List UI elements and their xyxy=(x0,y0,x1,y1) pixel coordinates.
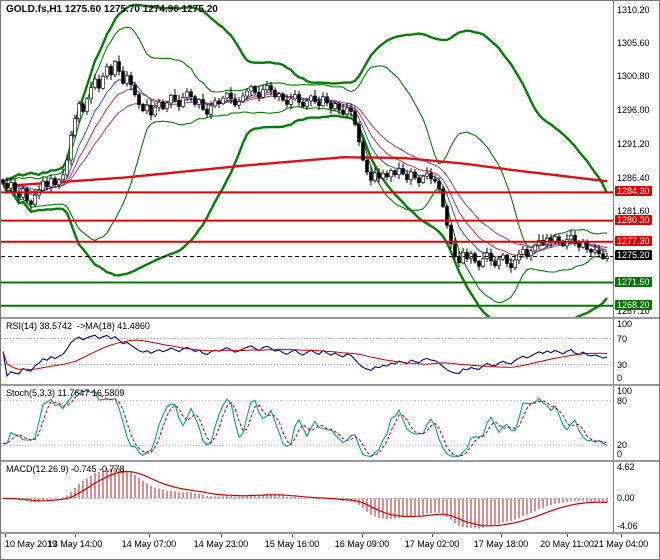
time-axis-label: 21 May 04:00 xyxy=(593,539,649,549)
time-tick-mark xyxy=(432,534,433,537)
axis-tick-label: 0 xyxy=(617,449,623,459)
price-level-badge: 1275.20 xyxy=(615,250,652,261)
time-axis-label: 14 May 23:00 xyxy=(193,539,249,549)
price-level-badge: 1277.30 xyxy=(615,235,652,246)
time-tick-mark xyxy=(567,534,568,537)
axis-tick-label: 20 xyxy=(617,440,628,451)
stochastic-plot[interactable] xyxy=(1,386,613,460)
macd-pane: 4.62 0.00 -4.06 MACD(12.26.9) -0.745 -0.77… xyxy=(1,462,659,532)
axis-tick-label: 1281.60 xyxy=(617,206,650,217)
axis-tick-label: 1286.40 xyxy=(617,172,650,183)
axis-tick-label: 4.62 xyxy=(617,462,635,472)
time-tick-mark xyxy=(501,534,502,537)
time-axis-label: 13 May 14:00 xyxy=(47,539,103,549)
time-tick-mark xyxy=(149,534,150,537)
axis-tick-label: 0 xyxy=(617,373,623,383)
axis-tick-label: 100 xyxy=(617,386,633,396)
pane-splitter[interactable] xyxy=(1,532,659,534)
axis-tick-label: 1305.60 xyxy=(617,37,650,48)
pane-splitter[interactable] xyxy=(1,317,659,319)
time-axis-label: 15 May 16:00 xyxy=(264,539,320,549)
axis-tick-label: 100 xyxy=(617,319,633,329)
time-axis-label: 16 May 09:00 xyxy=(334,539,390,549)
stochastic-pane: 100 80 20 0 Stoch(5,3,3) 11.7647 16.5809 xyxy=(1,386,659,460)
time-axis-label: 20 May 11:00 xyxy=(540,539,594,549)
macd-label: MACD(12.26.9) -0.745 -0.778 xyxy=(6,464,125,474)
axis-tick-label: 1291.20 xyxy=(617,138,650,149)
axis-tick-label: -4.06 xyxy=(617,521,638,531)
axis-tick-label: 0.00 xyxy=(617,493,635,504)
pane-splitter[interactable] xyxy=(1,460,659,462)
rsi-axis[interactable]: 100 70 30 0 xyxy=(613,319,659,384)
time-axis[interactable]: 10 May 2019 13 May 14:00 14 May 07:00 14 Ma… xyxy=(1,534,659,559)
stochastic-label: Stoch(5,3,3) 11.7647 16.5809 xyxy=(6,388,125,398)
time-tick-mark xyxy=(621,534,622,537)
stochastic-axis[interactable]: 100 80 20 0 xyxy=(613,386,659,460)
time-tick-mark xyxy=(5,534,6,537)
axis-tick-label: 1310.20 xyxy=(617,5,650,16)
rsi-label: RSI(14) 38.5742 ->MA(18) 41.4860 xyxy=(6,321,150,331)
axis-tick-label: 70 xyxy=(617,333,628,344)
axis-tick-label: 1300.80 xyxy=(617,71,650,82)
axis-tick-label: 1267.10 xyxy=(617,306,650,316)
price-level-badge: 1271.50 xyxy=(615,276,652,287)
time-tick-mark xyxy=(362,534,363,537)
time-axis-label: 17 May 18:00 xyxy=(473,539,529,549)
symbol-ohlc-label: GOLD.fs,H1 1275.60 1275.70 1274.90 1275.… xyxy=(6,4,218,15)
pane-splitter[interactable] xyxy=(1,384,659,386)
rsi-plot[interactable] xyxy=(1,319,613,384)
main-chart-pane: 1310.20 1305.60 1300.80 1296.00 1291.20 1286.… xyxy=(1,1,659,317)
price-level-badge: 1268.20 xyxy=(615,299,652,310)
price-axis[interactable]: 1310.20 1305.60 1300.80 1296.00 1291.20 1286.… xyxy=(613,1,659,317)
axis-tick-label: 1296.00 xyxy=(617,105,650,116)
time-tick-mark xyxy=(75,534,76,537)
price-level-badge: 1284.30 xyxy=(615,186,652,197)
macd-plot[interactable] xyxy=(1,462,613,532)
axis-tick-label: 80 xyxy=(617,395,628,406)
time-tick-mark xyxy=(221,534,222,537)
time-tick-mark xyxy=(292,534,293,537)
time-axis-label: 14 May 07:00 xyxy=(121,539,177,549)
axis-tick-label: 30 xyxy=(617,359,628,370)
price-level-badge: 1280.30 xyxy=(615,214,652,225)
time-axis-label: 17 May 02:00 xyxy=(404,539,460,549)
macd-axis[interactable]: 4.62 0.00 -4.06 xyxy=(613,462,659,532)
candlestick-plot[interactable] xyxy=(1,1,613,317)
rsi-pane: 100 70 30 0 RSI(14) 38.5742 ->MA(18) 41.486… xyxy=(1,319,659,384)
time-axis-label: 10 May 2019 xyxy=(5,539,58,549)
